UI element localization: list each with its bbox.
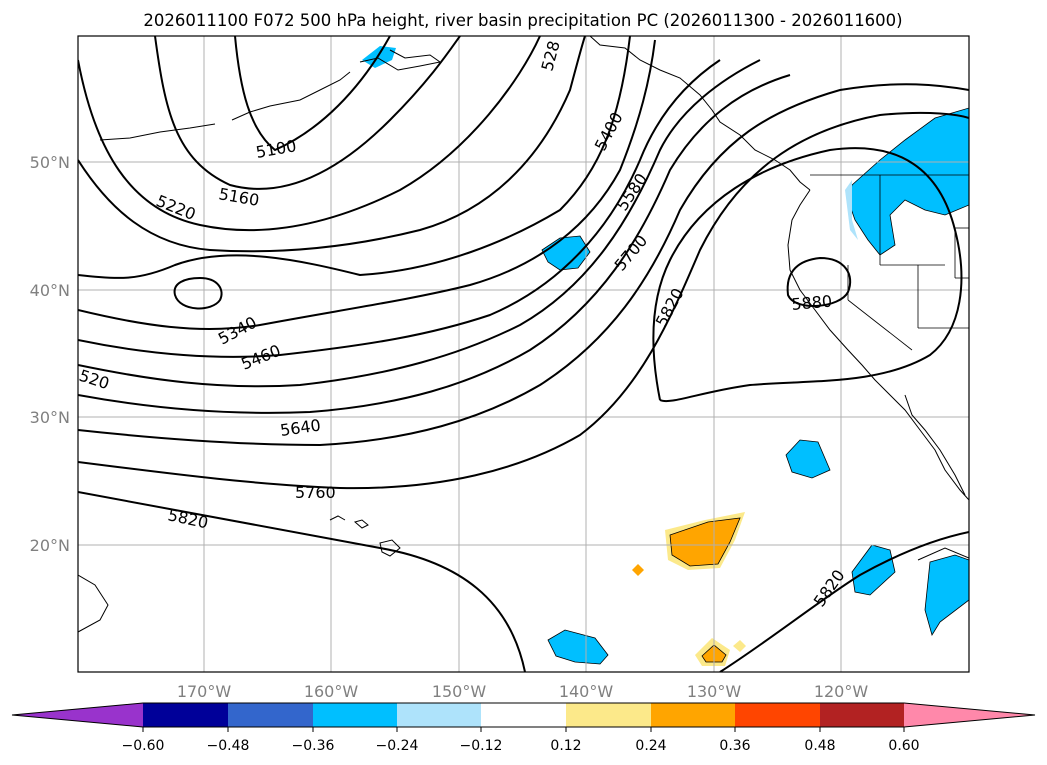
precip-anomaly-pos1-core bbox=[669, 517, 741, 567]
colorbar-tick-label: −0.60 bbox=[122, 738, 165, 754]
contour-label-5880: 5880 bbox=[791, 292, 833, 314]
lon-label-120w: 120°W bbox=[814, 682, 869, 701]
colorbar-tick-label: 0.36 bbox=[719, 738, 750, 754]
height-contours bbox=[78, 36, 969, 672]
lat-label-50n: 50°N bbox=[30, 153, 70, 172]
precip-anomaly-pnw bbox=[847, 107, 969, 256]
precip-anomaly-alaska bbox=[362, 46, 396, 68]
precip-anomaly-pnw-edge bbox=[845, 180, 858, 240]
colorbar-ticks bbox=[142, 727, 905, 732]
colorbar-swatch-pos012 bbox=[566, 703, 651, 727]
map-frame bbox=[77, 35, 970, 673]
precip-anomaly-south3 bbox=[924, 554, 969, 636]
colorbar-tick-label: 0.24 bbox=[635, 738, 666, 754]
precip-anomaly-baja bbox=[785, 439, 831, 479]
colorbar-tick-label: 0.48 bbox=[804, 738, 835, 754]
lat-label-20n: 20°N bbox=[30, 536, 70, 555]
colorbar-under bbox=[12, 703, 143, 727]
contour-label-5760: 5760 bbox=[295, 483, 336, 502]
colorbar: −0.60 −0.48 −0.36 −0.24 −0.12 0.12 0.24 … bbox=[11, 702, 1036, 754]
precip-anomaly-south1 bbox=[547, 629, 609, 665]
colorbar-over bbox=[904, 703, 1035, 727]
colorbar-swatch-neg036 bbox=[313, 703, 397, 727]
colorbar-tick-label: −0.36 bbox=[292, 738, 335, 754]
precip-shading bbox=[362, 46, 969, 666]
colorbar-tick-label: −0.12 bbox=[460, 738, 503, 754]
colorbar-swatch-neg060 bbox=[143, 703, 228, 727]
lat-labels: 50°N 40°N 30°N 20°N bbox=[30, 153, 70, 555]
lon-labels: 170°W 160°W 150°W 140°W 130°W 120°W bbox=[177, 682, 869, 701]
colorbar-swatch-neutral bbox=[481, 703, 566, 727]
colorbar-swatch-pos036 bbox=[735, 703, 820, 727]
colorbar-tick-label: 0.60 bbox=[888, 738, 919, 754]
lon-label-140w: 140°W bbox=[559, 682, 614, 701]
lon-label-160w: 160°W bbox=[304, 682, 359, 701]
lon-label-130w: 130°W bbox=[687, 682, 742, 701]
graticule bbox=[78, 36, 969, 672]
lat-label-30n: 30°N bbox=[30, 408, 70, 427]
colorbar-tick-label: −0.48 bbox=[207, 738, 250, 754]
colorbar-swatch-neg024 bbox=[397, 703, 481, 727]
precip-anomaly-pos3 bbox=[632, 564, 644, 576]
colorbar-swatch-pos024 bbox=[651, 703, 735, 727]
colorbar-tick-label: 0.12 bbox=[550, 738, 581, 754]
precip-anomaly-pos4 bbox=[733, 640, 746, 652]
lon-label-170w: 170°W bbox=[177, 682, 232, 701]
colorbar-tick-label: −0.24 bbox=[376, 738, 419, 754]
coastlines bbox=[78, 36, 969, 633]
colorbar-swatch-neg048 bbox=[228, 703, 313, 727]
lat-label-40n: 40°N bbox=[30, 281, 70, 300]
colorbar-swatch-pos048 bbox=[820, 703, 904, 727]
figure-title: 2026011100 F072 500 hPa height, river ba… bbox=[143, 11, 902, 30]
lon-label-150w: 150°W bbox=[432, 682, 487, 701]
